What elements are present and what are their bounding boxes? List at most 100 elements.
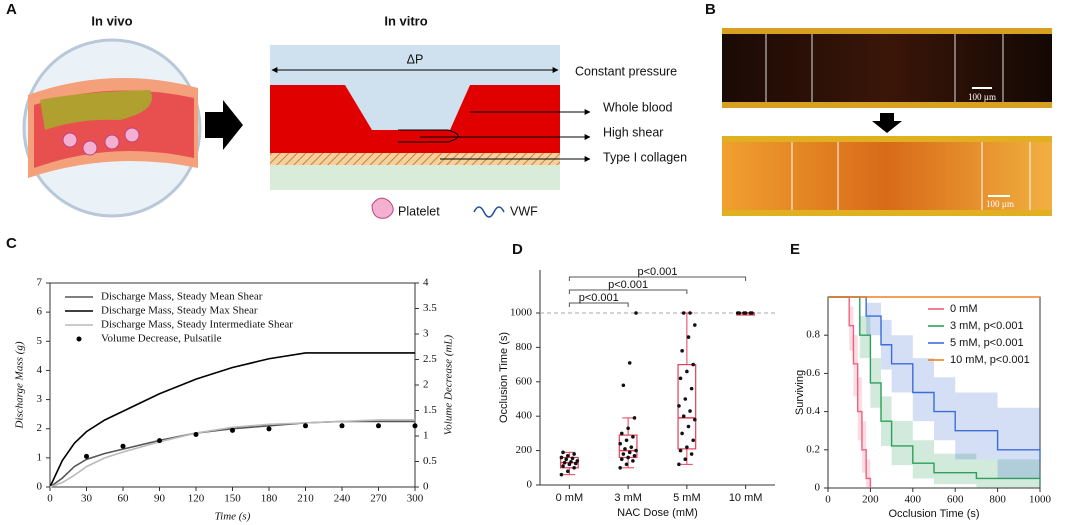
- platelet: [124, 127, 140, 143]
- panel-label: B: [705, 1, 716, 18]
- x-tick-label: 5 mM: [673, 492, 701, 504]
- x-tick-label: 240: [334, 493, 351, 505]
- data-point: [266, 426, 272, 432]
- data-point: [561, 450, 565, 455]
- data-point: [339, 423, 345, 429]
- data-point: [624, 438, 629, 443]
- data-point: [678, 376, 683, 381]
- data-point: [120, 443, 126, 449]
- y-tick-label: 4: [423, 277, 429, 289]
- y-axis-label: Discharge Mass (g): [14, 341, 26, 429]
- data-point: [680, 431, 684, 436]
- data-point: [572, 466, 576, 470]
- data-point: [84, 453, 89, 459]
- y-tick-label: 0: [815, 482, 821, 494]
- significance-bracket: [568, 276, 747, 281]
- y-tick-label: 3: [423, 328, 429, 340]
- x-axis-label: NAC Dose (mM): [617, 507, 698, 519]
- significance-bracket: [568, 289, 688, 294]
- data-point: [623, 447, 627, 451]
- platelet: [82, 140, 98, 156]
- data-point: [681, 311, 686, 315]
- data-point: [689, 386, 694, 391]
- data-point: [569, 459, 573, 464]
- panel-label: C: [6, 235, 17, 252]
- legend-label: Platelet: [398, 204, 440, 218]
- data-point: [686, 335, 691, 339]
- data-point: [677, 404, 681, 408]
- data-point: [683, 397, 688, 401]
- diagram-label: Whole blood: [603, 100, 673, 114]
- thrombus: [40, 90, 152, 130]
- legend-marker: [76, 336, 82, 342]
- x-tick-label: 10 mM: [729, 492, 763, 504]
- arrow: [872, 113, 902, 133]
- y-tick-label: 3.5: [423, 302, 437, 314]
- y-tick-label: 600: [516, 375, 533, 387]
- platelet-icon: [371, 197, 394, 219]
- data-point: [691, 438, 696, 443]
- data-point: [627, 361, 632, 365]
- data-point: [619, 431, 624, 436]
- x-tick-label: 90: [154, 493, 166, 505]
- data-point: [677, 462, 681, 467]
- image-b: 100 µm 100 µm: [722, 28, 1052, 216]
- constriction: [345, 85, 470, 130]
- micrograph: [722, 34, 1052, 102]
- data-point: [565, 453, 570, 458]
- significance-bracket: [568, 302, 629, 307]
- vwf-icon: [473, 206, 505, 218]
- y-tick-label: 0.4: [806, 405, 820, 417]
- data-point: [678, 448, 683, 453]
- micrograph: [722, 142, 1052, 210]
- diagram-label: Type I collagen: [603, 150, 687, 164]
- data-point: [683, 457, 688, 462]
- survival-curve: [828, 296, 872, 488]
- pressure-zone: [270, 45, 560, 85]
- legend-note: p<0.001: [984, 337, 1024, 349]
- legend-label: 3 mM,: [950, 320, 981, 332]
- data-point: [567, 462, 572, 467]
- y-tick-label: 0.8: [806, 329, 820, 341]
- data-point: [737, 311, 742, 315]
- x-tick-label: 400: [905, 494, 922, 506]
- data-point: [618, 466, 622, 470]
- x-tick-label: 200: [862, 494, 879, 506]
- data-point: [376, 423, 381, 429]
- data-point: [626, 455, 630, 460]
- x-tick-label: 120: [188, 493, 205, 505]
- y-tick-label: 0.5: [423, 455, 437, 467]
- data-point: [689, 452, 694, 456]
- panel-label: E: [790, 241, 800, 258]
- x-tick-label: 60: [118, 493, 130, 505]
- data-point: [412, 423, 418, 429]
- data-point: [750, 311, 754, 315]
- survival-curve: [828, 296, 1041, 460]
- data-point: [629, 445, 634, 449]
- data-point: [621, 383, 626, 388]
- base: [270, 165, 560, 190]
- data-point: [621, 452, 626, 456]
- collagen: [270, 153, 560, 165]
- diagram-label: Constant pressure: [575, 64, 677, 78]
- significance-label: p<0.001: [608, 279, 648, 291]
- data-point: [157, 438, 162, 444]
- y2-axis-label: Volume Decrease (mL): [443, 334, 455, 435]
- y-tick-label: 400: [516, 410, 533, 422]
- y-tick-label: 0: [37, 481, 43, 493]
- confidence-band: [828, 297, 1040, 488]
- legend-label: 10 mM,: [950, 354, 987, 366]
- x-tick-label: 30: [81, 493, 93, 505]
- heading: In vitro: [384, 13, 427, 28]
- diagram-a: In vivo In vitro ΔP Constant pressure Wh…: [22, 13, 687, 219]
- x-tick-label: 0: [825, 494, 831, 506]
- line-series: [49, 419, 415, 488]
- data-point: [303, 423, 308, 429]
- legend-label: 5 mM,: [950, 337, 981, 349]
- y-tick-label: 200: [516, 444, 533, 456]
- data-point: [575, 459, 580, 463]
- panel-label: A: [6, 1, 17, 18]
- x-tick-label: 150: [224, 493, 241, 505]
- data-point: [634, 311, 638, 315]
- data-point: [632, 416, 637, 420]
